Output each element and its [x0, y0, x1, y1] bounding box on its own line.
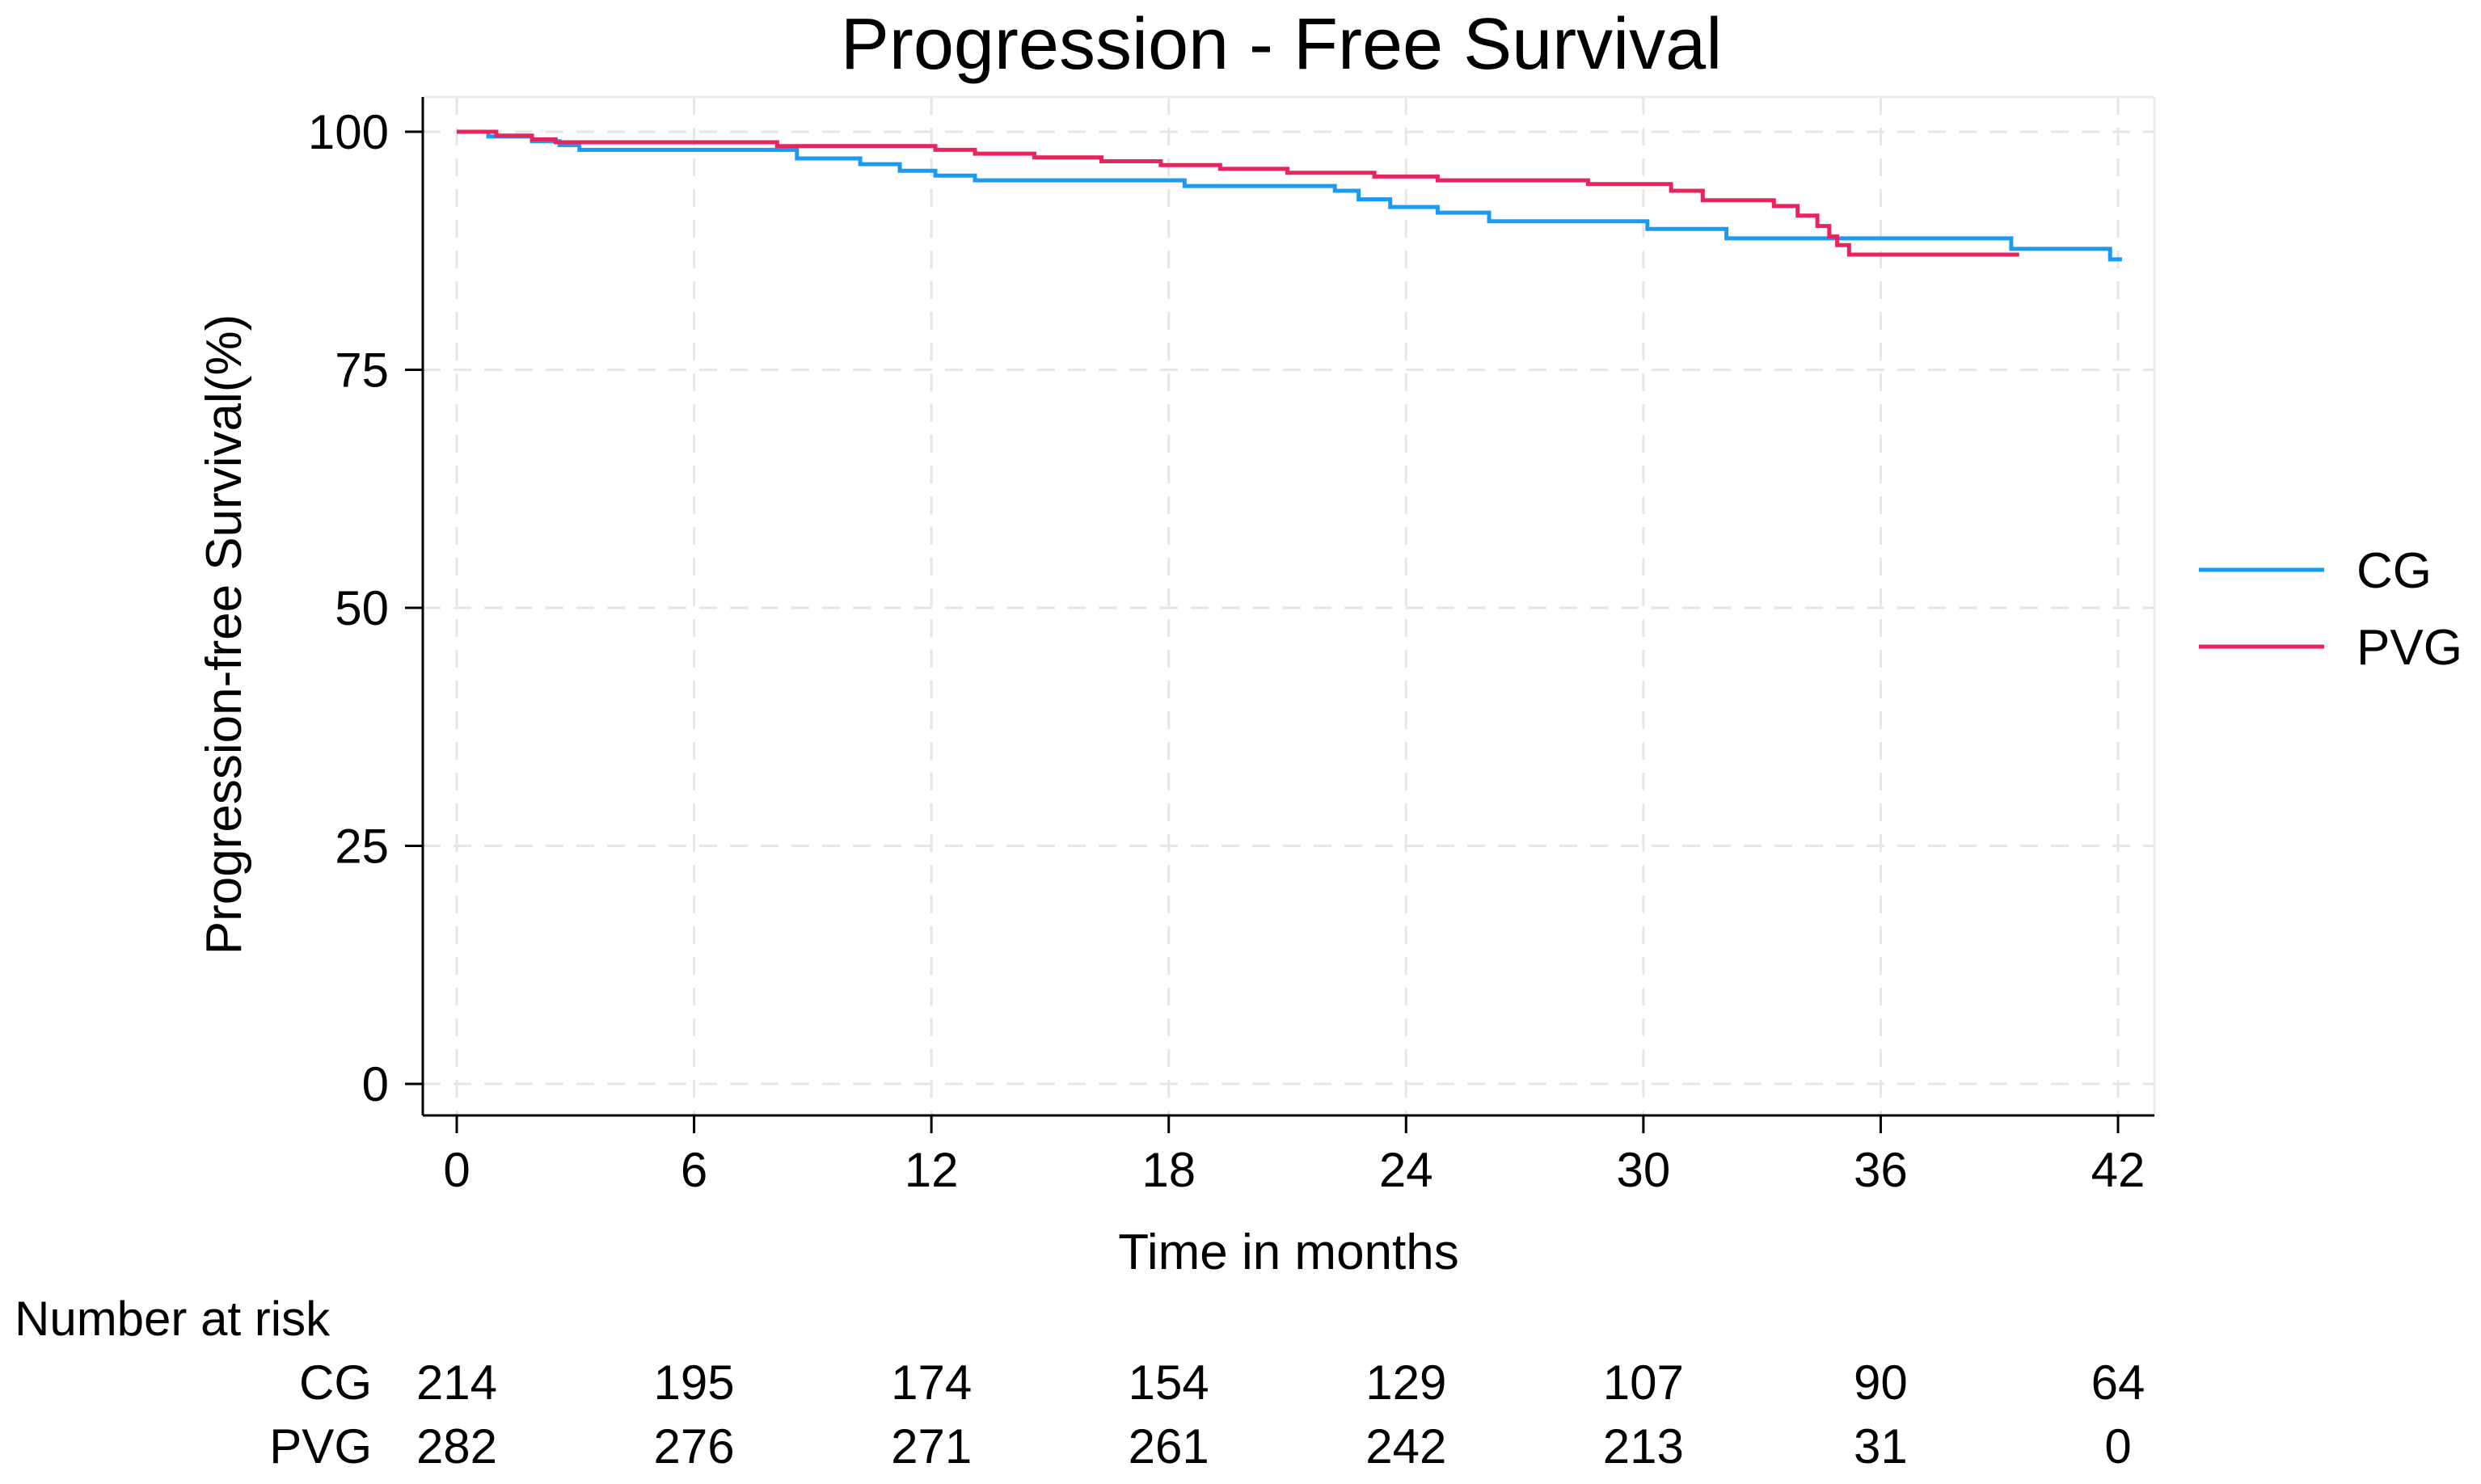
- x-tick-label-18: 18: [1141, 1143, 1196, 1197]
- chart-title: Progression - Free Survival: [841, 4, 1722, 85]
- x-tick-label-36: 36: [1854, 1143, 1908, 1197]
- x-tick-label-6: 6: [681, 1143, 707, 1197]
- risk-value-pvg-30: 213: [1603, 1419, 1684, 1473]
- x-gridlines: [455, 97, 2120, 1115]
- x-tick-label-30: 30: [1616, 1143, 1670, 1197]
- y-axis-label: Progression-free Survival(%): [196, 314, 252, 955]
- risk-value-cg-6: 195: [654, 1355, 735, 1410]
- y-tick-label-0: 0: [362, 1057, 389, 1111]
- risk-value-cg-24: 129: [1365, 1355, 1446, 1410]
- risk-value-cg-18: 154: [1129, 1355, 1209, 1410]
- risk-value-pvg-18: 261: [1129, 1419, 1209, 1473]
- number-at-risk-table: Number at risk CG PVG 214 195 174 154 129 107…: [15, 1292, 2145, 1473]
- risk-value-cg-36: 90: [1854, 1355, 1908, 1410]
- series-line-pvg: [457, 129, 2019, 257]
- y-gridlines: [423, 130, 2154, 1086]
- risk-value-pvg-0: 282: [416, 1419, 497, 1473]
- series-lines: [457, 129, 2122, 262]
- y-tick-label-100: 100: [308, 105, 389, 159]
- risk-value-cg-42: 64: [2091, 1355, 2146, 1410]
- risk-value-pvg-24: 242: [1365, 1419, 1446, 1473]
- risk-value-pvg-42: 0: [2104, 1419, 2131, 1473]
- risk-value-cg-0: 214: [416, 1355, 497, 1410]
- risk-values: 214 195 174 154 129 107 90 64 282 276 271 261 242 213…: [416, 1355, 2145, 1473]
- y-axis-ticks: 0 25 50 75 100: [308, 105, 423, 1111]
- legend: CG PVG: [2199, 543, 2462, 676]
- x-tick-label-42: 42: [2091, 1143, 2146, 1197]
- x-tick-label-24: 24: [1379, 1143, 1433, 1197]
- risk-value-pvg-12: 271: [891, 1419, 972, 1473]
- x-tick-label-0: 0: [443, 1143, 470, 1197]
- risk-value-pvg-36: 31: [1854, 1419, 1908, 1473]
- risk-value-cg-30: 107: [1603, 1355, 1684, 1410]
- x-tick-label-12: 12: [905, 1143, 959, 1197]
- risk-row-label-pvg: PVG: [269, 1419, 372, 1473]
- x-axis-label: Time in months: [1118, 1225, 1459, 1280]
- risk-table-heading: Number at risk: [15, 1292, 331, 1346]
- x-axis-ticks: 0 6 12 18 24 30 36 42: [443, 1115, 2145, 1197]
- risk-value-cg-12: 174: [891, 1355, 972, 1410]
- risk-value-pvg-6: 276: [654, 1419, 735, 1473]
- series-line-cg: [457, 129, 2122, 262]
- legend-label-pvg: PVG: [2357, 620, 2462, 676]
- y-tick-label-25: 25: [335, 820, 389, 874]
- risk-row-label-cg: CG: [299, 1355, 372, 1410]
- y-tick-label-75: 75: [335, 344, 389, 398]
- y-tick-label-50: 50: [335, 581, 389, 635]
- legend-label-cg: CG: [2357, 543, 2432, 599]
